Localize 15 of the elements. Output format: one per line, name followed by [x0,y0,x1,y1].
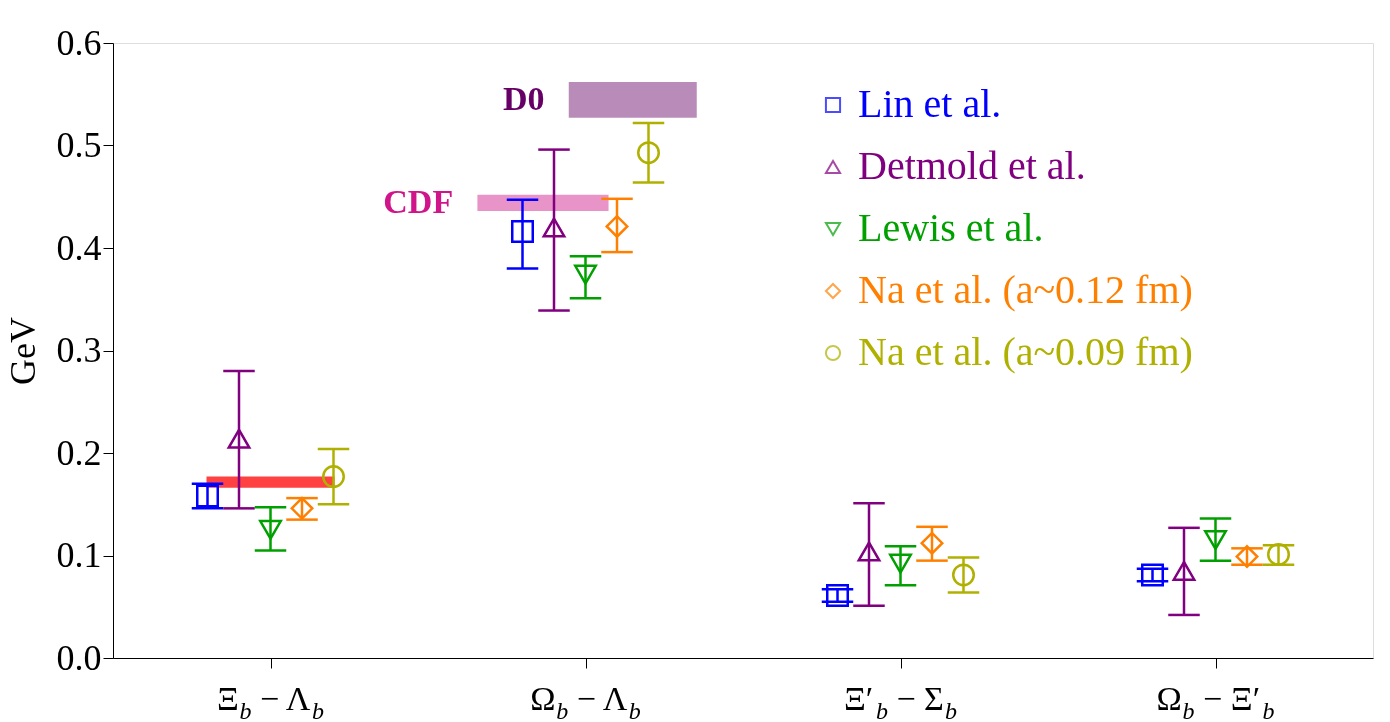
y-axis-title: GeV [2,317,43,385]
y-tick-label: 0.0 [56,637,102,678]
y-tick-label: 0.5 [56,125,102,165]
band-label: D0 [502,79,545,117]
y-tick-label: 0.4 [56,227,102,268]
legend-label: Lin et al. [858,81,1002,126]
band-label: CDF [383,182,454,220]
legend-label: Na et al. (a~0.09 fm) [858,329,1193,374]
legend-label: Detmold et al. [858,143,1086,188]
y-tick-label: 0.1 [56,535,102,575]
legend-label: Lewis et al. [858,205,1044,250]
y-tick-label: 0.3 [56,330,102,370]
y-tick-label: 0.2 [56,432,102,473]
y-tick-label: 0.6 [56,22,102,63]
legend-label: Na et al. (a~0.12 fm) [858,267,1193,312]
